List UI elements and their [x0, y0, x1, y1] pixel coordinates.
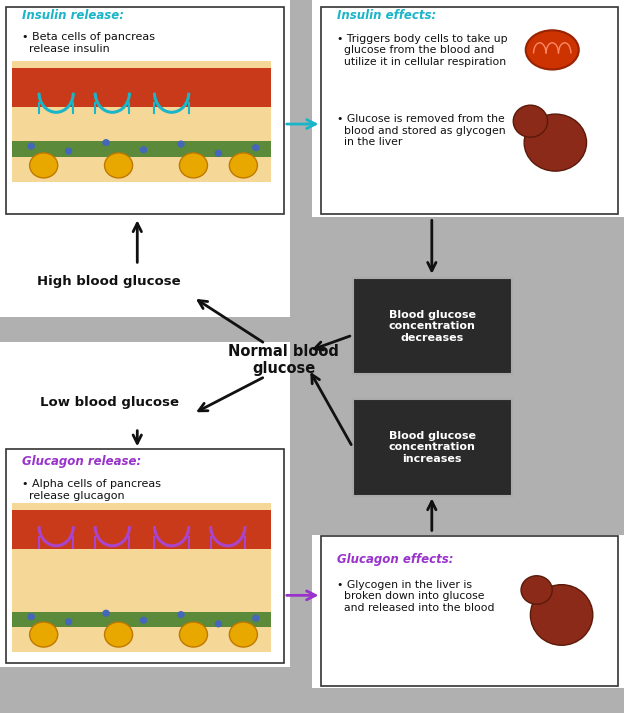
Ellipse shape [524, 114, 587, 171]
Text: Blood glucose
concentration
decreases: Blood glucose concentration decreases [389, 309, 475, 343]
Ellipse shape [180, 622, 207, 647]
Text: Normal blood
glucose: Normal blood glucose [228, 344, 339, 376]
Ellipse shape [105, 622, 132, 647]
FancyBboxPatch shape [312, 535, 624, 688]
FancyBboxPatch shape [12, 61, 271, 182]
Text: High blood glucose: High blood glucose [37, 275, 181, 288]
Text: Insulin effects:: Insulin effects: [337, 9, 436, 22]
Ellipse shape [29, 622, 57, 647]
Ellipse shape [215, 150, 222, 157]
Ellipse shape [513, 105, 547, 137]
FancyBboxPatch shape [312, 0, 624, 217]
Ellipse shape [252, 144, 260, 151]
FancyBboxPatch shape [0, 0, 290, 217]
Ellipse shape [140, 146, 147, 153]
FancyBboxPatch shape [353, 278, 512, 374]
Text: Low blood glucose: Low blood glucose [40, 396, 178, 409]
FancyBboxPatch shape [321, 7, 618, 214]
FancyBboxPatch shape [12, 510, 271, 549]
Ellipse shape [177, 140, 185, 148]
Ellipse shape [530, 585, 593, 645]
Ellipse shape [140, 617, 147, 624]
Text: • Glucose is removed from the
  blood and stored as glycogen
  in the liver: • Glucose is removed from the blood and … [337, 114, 505, 148]
Ellipse shape [102, 610, 110, 617]
Text: • Beta cells of pancreas
  release insulin: • Beta cells of pancreas release insulin [22, 32, 155, 53]
FancyBboxPatch shape [0, 442, 290, 667]
FancyBboxPatch shape [12, 612, 271, 627]
Ellipse shape [252, 615, 260, 622]
Ellipse shape [521, 576, 552, 605]
FancyBboxPatch shape [353, 399, 512, 496]
FancyBboxPatch shape [321, 536, 618, 686]
FancyBboxPatch shape [12, 503, 271, 652]
FancyBboxPatch shape [12, 68, 271, 107]
FancyBboxPatch shape [6, 7, 284, 214]
Ellipse shape [525, 31, 579, 69]
Ellipse shape [230, 153, 258, 178]
Ellipse shape [65, 148, 72, 155]
Text: Glucagon release:: Glucagon release: [22, 455, 141, 468]
FancyBboxPatch shape [0, 342, 290, 442]
Ellipse shape [102, 139, 110, 146]
Text: Blood glucose
concentration
increases: Blood glucose concentration increases [389, 431, 475, 464]
Ellipse shape [177, 611, 185, 618]
Ellipse shape [215, 620, 222, 627]
Ellipse shape [180, 153, 207, 178]
FancyBboxPatch shape [6, 449, 284, 663]
Text: • Alpha cells of pancreas
  release glucagon: • Alpha cells of pancreas release glucag… [22, 479, 161, 501]
Ellipse shape [29, 153, 57, 178]
Ellipse shape [65, 618, 72, 625]
Ellipse shape [105, 153, 132, 178]
Text: Glucagon effects:: Glucagon effects: [337, 553, 454, 565]
Text: • Glycogen in the liver is
  broken down into glucose
  and released into the bl: • Glycogen in the liver is broken down i… [337, 580, 494, 613]
FancyBboxPatch shape [12, 141, 271, 157]
Text: • Triggers body cells to take up
  glucose from the blood and
  utilize it in ce: • Triggers body cells to take up glucose… [337, 34, 507, 67]
Ellipse shape [27, 613, 35, 620]
Ellipse shape [230, 622, 258, 647]
FancyBboxPatch shape [0, 217, 290, 317]
Text: Insulin release:: Insulin release: [22, 9, 124, 22]
Ellipse shape [27, 143, 35, 150]
